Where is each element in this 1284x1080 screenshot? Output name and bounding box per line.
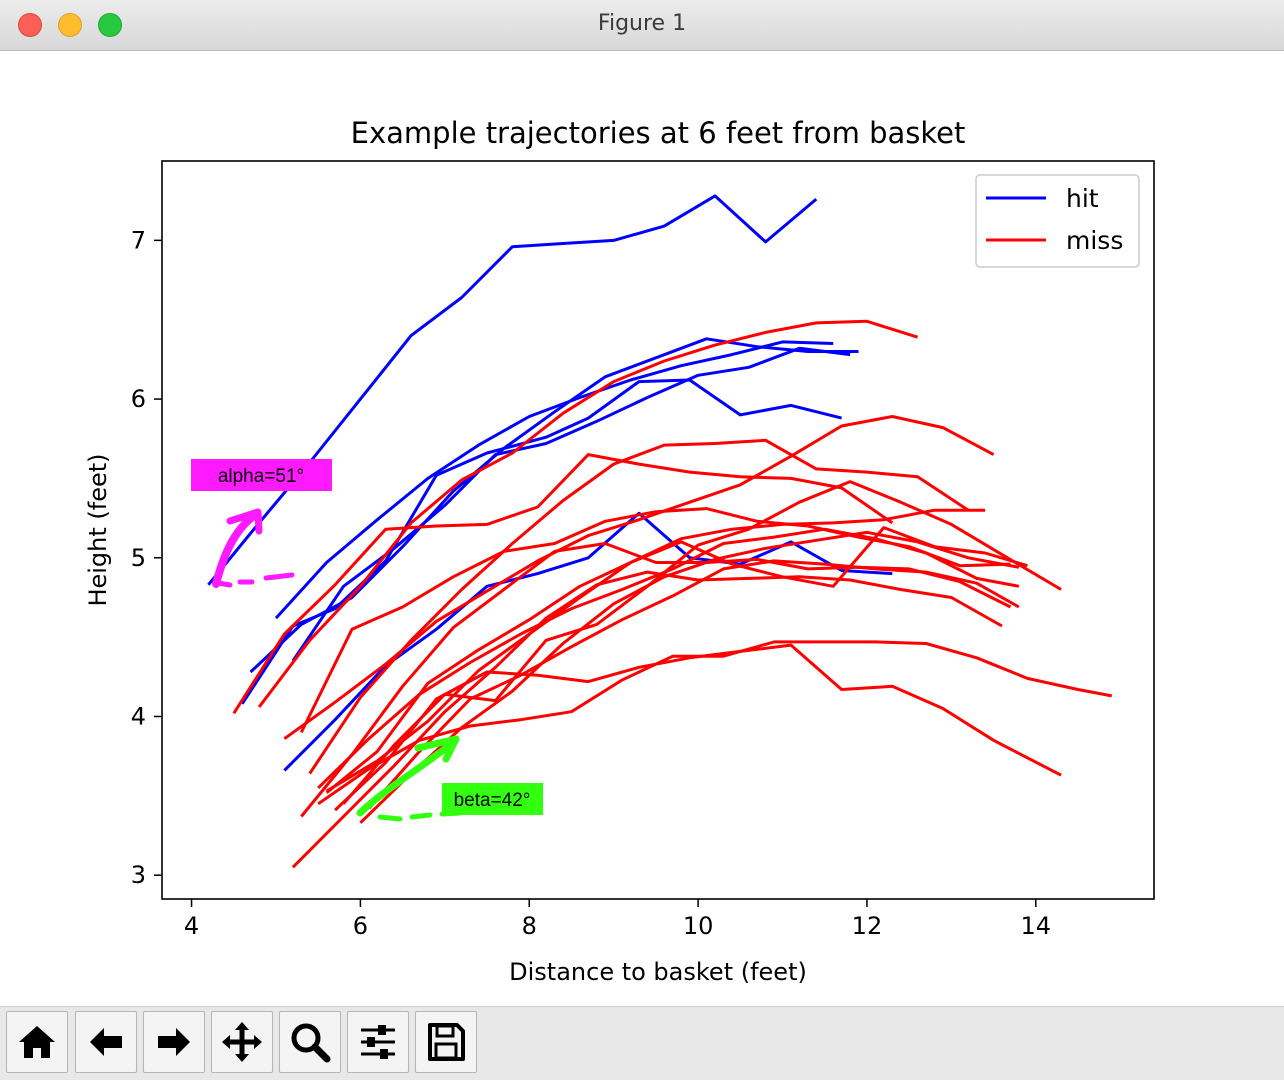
zoom-button[interactable]: [279, 1011, 341, 1073]
move-icon: [222, 1022, 262, 1062]
trajectory-line-miss-12: [300, 542, 1012, 818]
forward-button[interactable]: [143, 1011, 205, 1073]
trajectory-line-miss-6: [232, 453, 894, 715]
beta-label: beta=42°: [454, 790, 531, 811]
configure-subplots-button[interactable]: [347, 1011, 409, 1073]
x-tick-label: 14: [1021, 912, 1052, 940]
alpha-label-box: [191, 459, 332, 491]
beta-arrowhead: [414, 735, 460, 763]
trajectory-line-miss-15: [359, 530, 1020, 824]
beta-arrow-stroke: [356, 737, 459, 817]
window-title: Figure 1: [597, 11, 687, 36]
x-tick-label: 8: [522, 912, 537, 940]
beta-baseline-dash: [377, 810, 463, 822]
arrow-left-icon: [90, 1028, 122, 1056]
trajectory-line-miss-14: [317, 640, 1113, 806]
x-tick-label: 4: [184, 912, 199, 940]
y-tick-label: 4: [131, 702, 146, 730]
alpha-baseline-dash: [215, 572, 295, 588]
trajectory-line-miss-19: [342, 480, 1062, 805]
minimize-window-button[interactable]: [58, 13, 82, 37]
arrow-right-icon: [158, 1028, 190, 1056]
y-tick-label: 6: [131, 385, 146, 413]
trajectory-line-miss-20: [334, 643, 1062, 812]
trajectory-line-hit-3: [240, 378, 842, 705]
sliders-icon: [361, 1025, 395, 1059]
trajectory-line-miss-17: [367, 559, 1020, 810]
alpha-arrowhead: [226, 508, 263, 535]
figure-canvas[interactable]: Example trajectories at 6 feet from bask…: [0, 51, 1284, 1006]
trajectory-line-hit-5: [291, 346, 851, 662]
legend-hit-label: hit: [1066, 184, 1099, 213]
save-figure-button[interactable]: [415, 1011, 477, 1073]
trajectory-line-hit-1: [249, 337, 859, 674]
chart-title: Example trajectories at 6 feet from bask…: [351, 116, 966, 150]
trajectory-line-miss-9: [308, 438, 970, 775]
close-window-button[interactable]: [18, 13, 42, 37]
navigation-toolbar: [0, 1006, 1284, 1080]
trajectory-line-miss-13: [291, 570, 1003, 869]
alpha-label: alpha=51°: [218, 466, 304, 487]
x-tick-label: 6: [353, 912, 368, 940]
trajectory-line-miss-16: [317, 527, 1020, 789]
x-tick-label: 10: [683, 912, 714, 940]
trajectory-line-miss-7: [257, 319, 919, 708]
pan-button[interactable]: [211, 1011, 273, 1073]
floppy-disk-icon: [428, 1023, 465, 1061]
trajectory-line-miss-18: [325, 526, 1028, 793]
maximize-window-button[interactable]: [98, 13, 122, 37]
trajectory-chart: Example trajectories at 6 feet from bask…: [84, 116, 1155, 986]
home-icon: [19, 1026, 55, 1058]
magnifier-icon: [291, 1023, 331, 1063]
trajectory-line-hit-2: [274, 340, 834, 620]
legend-miss-label: miss: [1066, 226, 1123, 255]
series-lines: [207, 194, 1113, 869]
beta-label-box: [442, 783, 543, 815]
x-axis-ticks: 4 6 8 10 12 14: [184, 899, 1051, 940]
beta-annotation: beta=42°: [356, 735, 543, 822]
home-button[interactable]: [6, 1011, 68, 1073]
back-button[interactable]: [75, 1011, 137, 1073]
legend: hit miss: [975, 174, 1140, 268]
alpha-annotation: alpha=51°: [191, 459, 332, 588]
x-axis-label: Distance to basket (feet): [509, 958, 807, 986]
alpha-arrow-stroke: [212, 511, 259, 588]
y-axis-ticks: 3 4 5 6 7: [131, 226, 162, 889]
x-tick-label: 12: [852, 912, 883, 940]
trajectory-line-hit-0: [207, 194, 818, 586]
plot-frame: [161, 160, 1155, 900]
y-axis-label: Height (feet): [84, 453, 112, 606]
y-tick-label: 7: [131, 226, 146, 254]
y-tick-label: 5: [131, 544, 146, 572]
y-tick-label: 3: [131, 861, 146, 889]
title-bar: Figure 1: [0, 0, 1284, 51]
